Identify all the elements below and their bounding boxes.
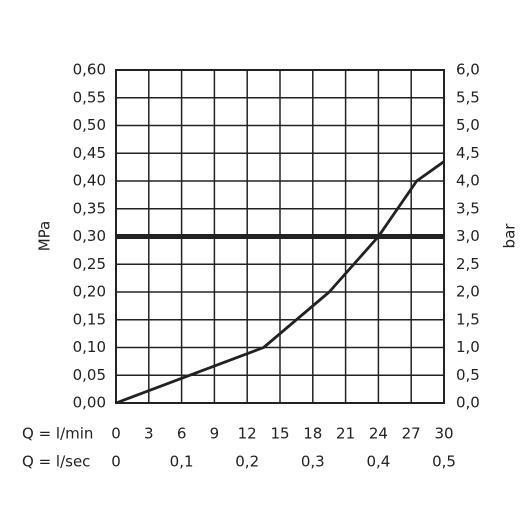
y2-tick-label: 1,0 xyxy=(456,338,480,356)
x2-tick-label: 0,3 xyxy=(301,453,325,471)
y2-tick-label: 5,5 xyxy=(456,88,480,106)
x-tick-label: 18 xyxy=(303,425,322,443)
y-axis-label: MPa xyxy=(36,221,54,252)
y2-tick-label: 1,5 xyxy=(456,310,480,328)
y2-tick-label: 5,0 xyxy=(456,116,480,134)
y-tick-label: 0,55 xyxy=(73,88,106,106)
x2-tick-label: 0,2 xyxy=(235,453,259,471)
y-tick-label: 0,00 xyxy=(73,394,106,412)
y2-tick-label: 4,0 xyxy=(456,172,480,190)
y-tick-label: 0,45 xyxy=(73,144,106,162)
y2-tick-label: 2,5 xyxy=(456,255,480,273)
y-tick-label: 0,05 xyxy=(73,366,106,384)
x-tick-label: 6 xyxy=(177,425,187,443)
y2-tick-label: 2,0 xyxy=(456,283,480,301)
y2-tick-label: 0,0 xyxy=(456,394,480,412)
x-tick-label: 27 xyxy=(402,425,421,443)
y-tick-label: 0,15 xyxy=(73,310,106,328)
x2-tick-label: 0,1 xyxy=(170,453,194,471)
x-tick-label: 0 xyxy=(111,425,121,443)
y2-axis-label: bar xyxy=(501,223,519,249)
y-tick-label: 0,35 xyxy=(73,199,106,217)
y2-tick-label: 3,5 xyxy=(456,199,480,217)
x-tick-label: 12 xyxy=(238,425,257,443)
y-tick-label: 0,25 xyxy=(73,255,106,273)
y-tick-label: 0,10 xyxy=(73,338,106,356)
x-axis-label: Q = l/min xyxy=(22,425,93,443)
y-tick-label: 0,20 xyxy=(73,283,106,301)
y-tick-label: 0,60 xyxy=(73,61,106,79)
x-tick-label: 24 xyxy=(369,425,388,443)
curve xyxy=(115,160,445,405)
x-tick-label: 9 xyxy=(210,425,220,443)
y-tick-label: 0,50 xyxy=(73,116,106,134)
y2-tick-label: 0,5 xyxy=(456,366,480,384)
x2-tick-label: 0,4 xyxy=(366,453,390,471)
y-tick-label: 0,30 xyxy=(73,227,106,245)
x2-tick-label: 0,5 xyxy=(432,453,456,471)
x2-axis-label: Q = l/sec xyxy=(22,453,90,471)
x-tick-label: 3 xyxy=(144,425,154,443)
y-tick-label: 0,40 xyxy=(73,172,106,190)
y2-tick-label: 4,5 xyxy=(456,144,480,162)
y2-tick-label: 6,0 xyxy=(456,61,480,79)
x2-tick-label: 0 xyxy=(111,453,121,471)
x-tick-label: 15 xyxy=(270,425,289,443)
y2-tick-label: 3,0 xyxy=(456,227,480,245)
x-tick-label: 30 xyxy=(434,425,453,443)
x-tick-label: 21 xyxy=(336,425,355,443)
